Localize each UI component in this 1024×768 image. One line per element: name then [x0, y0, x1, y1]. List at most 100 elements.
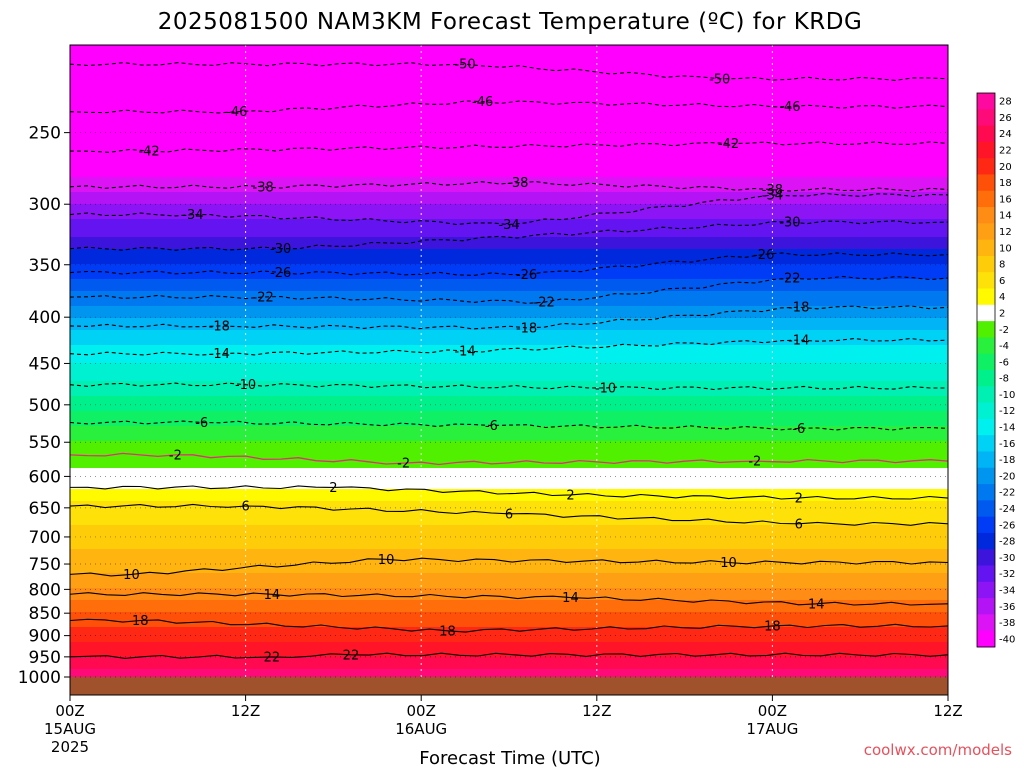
- temperature-band: [70, 303, 948, 307]
- temperature-band: [70, 315, 948, 319]
- temperature-band: [70, 447, 948, 451]
- temperature-band: [70, 141, 948, 145]
- temperature-band: [70, 654, 948, 658]
- colorbar-label: -20: [999, 471, 1015, 482]
- colorbar-label: 6: [999, 276, 1005, 287]
- contour-label: -30: [270, 242, 291, 257]
- colorbar-swatch: [977, 109, 995, 126]
- contour-label: 10: [123, 568, 140, 583]
- temperature-band: [70, 219, 948, 223]
- colorbar-label: -24: [999, 504, 1015, 515]
- temperature-band: [70, 90, 948, 94]
- temperature-band: [70, 117, 948, 121]
- temperature-band: [70, 144, 948, 148]
- temperature-band: [70, 615, 948, 619]
- temperature-band: [70, 606, 948, 610]
- temperature-band: [70, 261, 948, 265]
- temperature-band: [70, 408, 948, 412]
- contour-label: -34: [498, 218, 519, 233]
- contour-line: [70, 192, 948, 226]
- temperature-band: [70, 588, 948, 592]
- temperature-band: [70, 72, 948, 76]
- temperature-band: [70, 153, 948, 157]
- contour-label: -2: [748, 455, 761, 470]
- temperature-band: [70, 519, 948, 523]
- temperature-band: [70, 429, 948, 433]
- temperature-band: [70, 309, 948, 313]
- temperature-band: [70, 267, 948, 271]
- temperature-band: [70, 336, 948, 340]
- temperature-band: [70, 138, 948, 142]
- x-tick-date-label: 15AUG: [44, 720, 96, 738]
- temperature-band: [70, 150, 948, 154]
- temperature-band: [70, 546, 948, 550]
- contour-label: -6: [792, 422, 805, 437]
- contour-label: 10: [378, 553, 395, 568]
- temperature-band: [70, 594, 948, 598]
- colorbar-label: 26: [999, 113, 1012, 124]
- contour-label: 22: [264, 650, 281, 665]
- temperature-band: [70, 75, 948, 79]
- colorbar-label: 8: [999, 260, 1005, 271]
- temperature-band: [70, 168, 948, 172]
- temperature-band: [70, 195, 948, 199]
- colorbar-swatch: [977, 272, 995, 289]
- x-tick-year-label: 2025: [51, 738, 89, 756]
- temperature-band: [70, 264, 948, 268]
- colorbar-swatch: [977, 532, 995, 550]
- temperature-band: [70, 480, 948, 484]
- y-tick-label: 800: [29, 580, 61, 600]
- temperature-band: [70, 603, 948, 607]
- temperature-band: [70, 60, 948, 64]
- colorbar-label: 16: [999, 194, 1012, 205]
- x-tick-label: 00Z: [55, 702, 84, 720]
- temperature-band: [70, 180, 948, 184]
- temperature-band: [70, 624, 948, 628]
- temperature-band: [70, 516, 948, 520]
- temperature-band: [70, 288, 948, 292]
- temperature-band: [70, 573, 948, 577]
- temperature-band: [70, 441, 948, 445]
- colorbar-label: 20: [999, 162, 1012, 173]
- temperature-band: [70, 111, 948, 115]
- temperature-band: [70, 558, 948, 562]
- colorbar-swatch: [977, 516, 995, 534]
- temperature-band: [70, 567, 948, 571]
- temperature-band: [70, 561, 948, 565]
- y-tick-label: 450: [29, 354, 61, 374]
- contour-label: 18: [439, 624, 456, 639]
- temperature-band: [70, 177, 948, 181]
- temperature-band: [70, 162, 948, 166]
- temperature-band: [70, 459, 948, 463]
- colorbar-swatch: [977, 93, 995, 110]
- temperature-band: [70, 513, 948, 517]
- contour-label: -10: [595, 381, 616, 396]
- colorbar-swatch: [977, 174, 995, 192]
- colorbar-swatch: [977, 630, 995, 648]
- contour-label: -2: [397, 457, 410, 472]
- temperature-band: [70, 489, 948, 493]
- temperature-band: [70, 456, 948, 460]
- contour-label: 6: [795, 517, 803, 532]
- temperature-band: [70, 591, 948, 595]
- temperature-band: [70, 345, 948, 349]
- temperature-band: [70, 570, 948, 574]
- temperature-band: [70, 549, 948, 553]
- x-tick-date-label: 17AUG: [746, 720, 798, 738]
- temperature-band: [70, 45, 948, 49]
- contour-line: [70, 420, 948, 431]
- temperature-band: [70, 468, 948, 472]
- temperature-band: [70, 531, 948, 535]
- contour-line: [70, 592, 948, 606]
- temperature-band: [70, 483, 948, 487]
- colorbar-swatch: [977, 321, 995, 338]
- temperature-band: [70, 96, 948, 100]
- contour-line: [70, 557, 948, 577]
- temperature-band: [70, 648, 948, 652]
- temperature-band: [70, 306, 948, 310]
- temperature-band: [70, 612, 948, 616]
- x-tick-label: 12Z: [231, 702, 260, 720]
- colorbar-swatch: [977, 581, 995, 599]
- contour-label: -38: [762, 183, 783, 198]
- temperature-band: [70, 282, 948, 286]
